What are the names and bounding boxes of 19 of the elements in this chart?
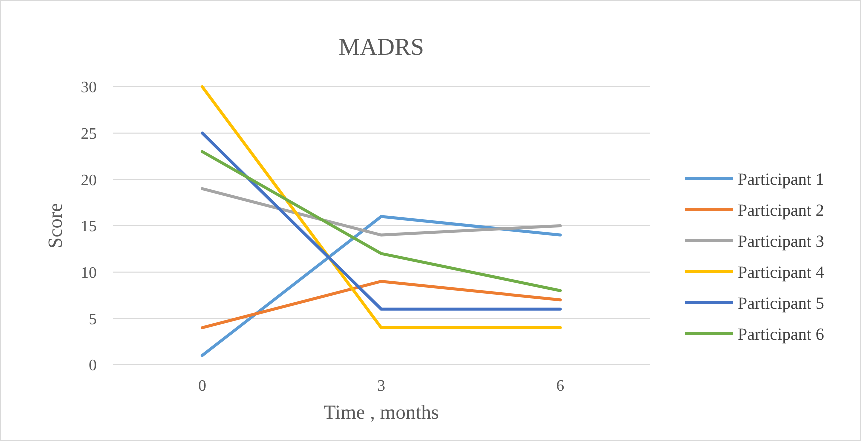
x-axis-title: Time , months: [324, 402, 440, 424]
y-tick-label: 15: [81, 218, 97, 236]
y-axis-title: Score: [45, 203, 67, 249]
legend-label: Participant 4: [738, 262, 825, 282]
x-tick-label: 6: [556, 378, 564, 395]
chart-title: MADRS: [338, 35, 424, 61]
y-tick-label: 0: [89, 358, 97, 375]
legend-label: Participant 5: [738, 294, 824, 313]
y-tick-label: 5: [89, 311, 97, 328]
y-tick-label: 30: [81, 80, 97, 97]
y-tick-label: 10: [81, 264, 97, 282]
y-tick-label: 25: [81, 126, 97, 143]
legend-label: Participant 3: [738, 232, 824, 251]
legend-label: Participant 6: [738, 324, 824, 344]
legend-label: Participant 2: [738, 200, 824, 220]
legend-label: Participant 1: [738, 170, 824, 189]
x-tick-label: 3: [378, 378, 386, 395]
x-tick-label: 0: [198, 378, 206, 395]
y-tick-label: 20: [81, 172, 97, 190]
